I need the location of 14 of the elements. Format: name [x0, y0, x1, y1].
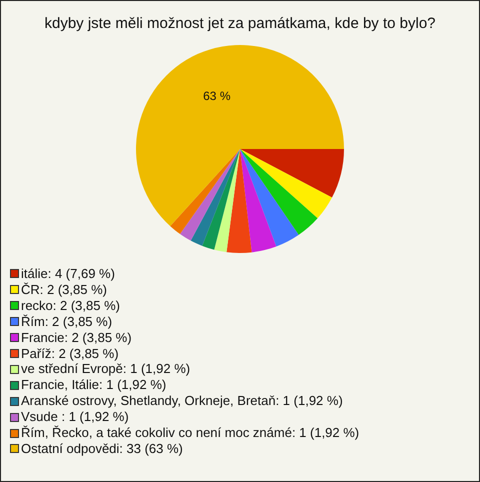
- legend-label: Francie: 2 (3,85 %): [21, 330, 132, 346]
- legend-label: Řím: 2 (3,85 %): [21, 314, 112, 330]
- legend-label: itálie: 4 (7,69 %): [21, 266, 115, 282]
- legend-label: Ostatní odpovědi: 33 (63 %): [21, 440, 183, 457]
- legend-label: ve střední Evropě: 1 (1,92 %): [21, 361, 190, 378]
- legend-label: Francie, Itálie: 1 (1,92 %): [21, 377, 166, 394]
- chart-title: kdyby jste měli možnost jet za památkama, kde by to bylo?: [44, 15, 436, 32]
- legend-label: ČR: 2 (3,85 %): [21, 282, 107, 298]
- legend-label: Aranské ostrovy, Shetlandy, Orkneje, Bretaň: 1 (1,92 %): [21, 393, 343, 410]
- legend-label: Paříž: 2 (3,85 %): [21, 346, 119, 362]
- legend-label: Vsude : 1 (1,92 %): [21, 409, 129, 426]
- legend-label: Řím, Řecko, a také cokoliv co není moc známé: 1 (1,92 %): [21, 425, 360, 441]
- data-label: 63 %: [203, 89, 231, 104]
- legend-label: recko: 2 (3,85 %): [21, 298, 120, 314]
